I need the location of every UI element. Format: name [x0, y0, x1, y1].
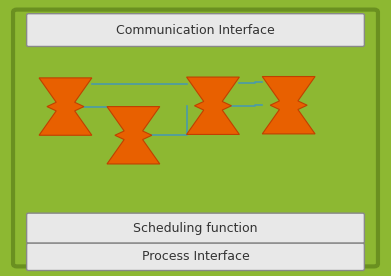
- FancyBboxPatch shape: [27, 243, 364, 270]
- FancyBboxPatch shape: [27, 14, 364, 46]
- Text: Communication Interface: Communication Interface: [116, 23, 275, 37]
- Polygon shape: [39, 78, 92, 135]
- Polygon shape: [262, 76, 315, 134]
- Polygon shape: [187, 77, 239, 134]
- FancyBboxPatch shape: [13, 10, 378, 266]
- FancyBboxPatch shape: [27, 213, 364, 243]
- Text: Scheduling function: Scheduling function: [133, 222, 258, 235]
- Text: Process Interface: Process Interface: [142, 250, 249, 263]
- Polygon shape: [107, 107, 160, 164]
